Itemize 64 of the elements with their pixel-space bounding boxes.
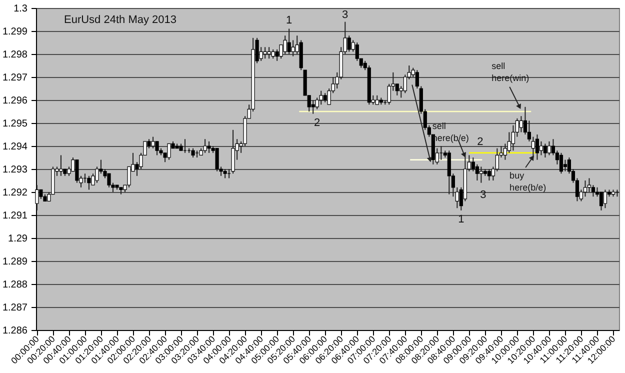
y-tick-label: 1.286	[2, 326, 28, 336]
y-tick-label: 1.292	[2, 188, 28, 198]
y-tick-label: 1.297	[2, 72, 28, 84]
candlestick	[583, 180, 588, 198]
candlestick	[275, 48, 279, 62]
candlestick	[167, 143, 171, 160]
y-tick-label: 1.289	[2, 256, 28, 268]
candlestick	[87, 175, 91, 190]
candlestick	[599, 192, 604, 211]
candlestick	[543, 143, 547, 158]
candlestick	[603, 189, 608, 209]
candlestick	[559, 152, 564, 174]
candlestick	[591, 184, 596, 198]
candlestick	[263, 46, 267, 60]
y-tick-label: 1.293	[2, 164, 28, 176]
candlestick	[151, 136, 155, 149]
candlestick	[547, 140, 552, 156]
candlestick	[375, 94, 379, 106]
y-tick-label: 1.291	[2, 210, 28, 222]
candlestick	[215, 148, 219, 172]
annotation: 2	[477, 136, 484, 148]
candlestick	[59, 154, 63, 176]
candlestick	[479, 166, 483, 184]
candlestick	[191, 148, 195, 158]
annotation: 3	[342, 8, 348, 21]
candlestick	[495, 148, 499, 172]
y-tick-label: 1.295	[2, 118, 28, 130]
candlestick	[107, 173, 111, 188]
candlestick	[347, 35, 351, 52]
candlestick	[475, 164, 479, 181]
candlestick	[519, 116, 523, 133]
candlestick	[487, 168, 491, 181]
candlestick	[271, 48, 275, 60]
candlestick	[291, 40, 295, 57]
candlestick	[223, 168, 227, 179]
candlestick	[231, 129, 235, 174]
candlestick	[267, 46, 271, 60]
y-tick-label: 1.296	[2, 96, 28, 106]
y-tick-label: 1.298	[2, 50, 28, 60]
candlestick	[535, 134, 540, 160]
candlestick	[447, 150, 451, 195]
candlestick	[319, 90, 323, 106]
candlestick	[203, 138, 207, 154]
candlestick	[155, 140, 159, 156]
candlestick	[395, 83, 399, 96]
candlestick	[287, 28, 291, 54]
candlestick	[207, 140, 211, 154]
candlestick	[563, 159, 568, 172]
y-tick-label: 1.287	[2, 302, 28, 314]
text: EurUsd 24th May 2013	[64, 14, 177, 26]
annotation: 1	[458, 213, 464, 226]
annotation: buy here(b/e)	[510, 170, 546, 192]
y-tick-label: 1.294	[2, 142, 28, 152]
y-tick-label: 1.3	[14, 4, 28, 14]
candlestick	[539, 140, 544, 156]
candlestick	[323, 92, 327, 103]
candlestick	[127, 166, 131, 188]
y-tick-label: 1.288	[2, 280, 28, 290]
candlestick	[531, 136, 535, 158]
candlestick	[75, 159, 79, 184]
y-tick-label: 1.299	[2, 26, 28, 38]
y-tick-label: 1.29	[8, 234, 28, 244]
candlestick	[455, 186, 459, 209]
annotation: 1	[286, 14, 292, 27]
